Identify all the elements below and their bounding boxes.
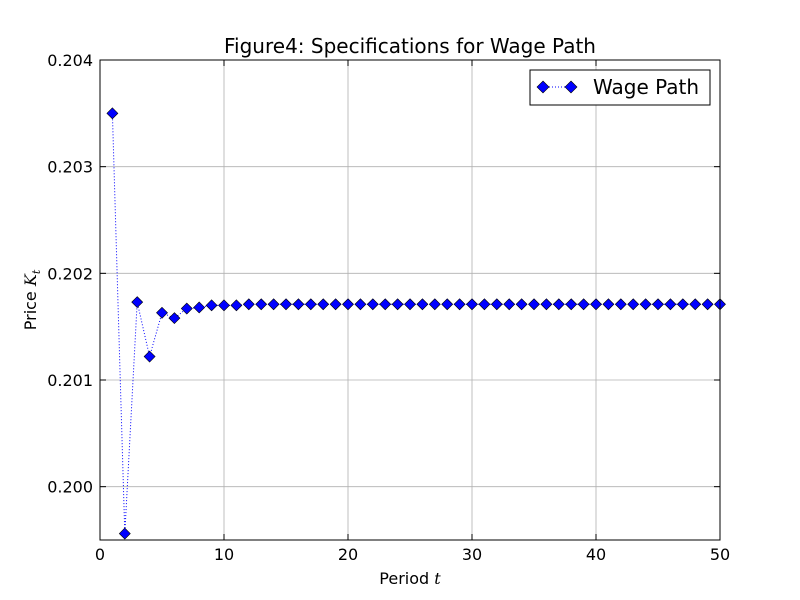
y-tick-label: 0.200 <box>47 478 93 497</box>
data-point <box>304 298 317 311</box>
data-point <box>577 298 590 311</box>
data-point <box>515 298 528 311</box>
data-point <box>193 301 206 314</box>
series-wage-path <box>106 107 726 540</box>
data-point <box>329 298 342 311</box>
x-tick-label: 30 <box>462 545 482 564</box>
legend-marker-right <box>564 80 578 94</box>
data-point <box>280 298 292 311</box>
data-point <box>118 527 131 540</box>
data-point <box>676 298 689 311</box>
data-point <box>106 107 119 120</box>
data-point <box>652 298 664 311</box>
data-point <box>242 298 255 311</box>
data-point <box>627 298 640 311</box>
x-tick-labels: 0 10 20 30 40 50 <box>95 545 730 564</box>
data-point <box>366 298 379 311</box>
data-point <box>490 298 503 311</box>
data-point <box>478 298 491 311</box>
x-axis-label: Period t <box>379 569 441 588</box>
data-point <box>428 298 441 311</box>
data-point <box>590 298 602 311</box>
data-point <box>701 298 714 311</box>
y-tick-label: 0.201 <box>47 371 93 390</box>
data-point <box>664 298 677 311</box>
data-point <box>453 298 466 311</box>
y-axis-label: Price Kt <box>21 269 43 330</box>
data-point <box>503 298 516 311</box>
data-point <box>416 298 429 311</box>
x-tick-label: 50 <box>710 545 730 564</box>
data-point <box>391 298 404 311</box>
x-tick-label: 10 <box>214 545 234 564</box>
data-point <box>218 299 230 312</box>
data-point <box>267 298 280 311</box>
data-point <box>317 298 330 311</box>
legend-label: Wage Path <box>593 75 699 99</box>
data-point <box>639 298 652 311</box>
x-tick-label: 40 <box>586 545 606 564</box>
y-tick-label: 0.202 <box>47 264 93 283</box>
data-point <box>540 298 553 311</box>
ticks <box>99 59 721 540</box>
data-point <box>205 299 218 312</box>
x-tick-label: 0 <box>95 545 105 564</box>
data-point <box>180 302 193 315</box>
data-point <box>614 298 627 311</box>
y-tick-labels: 0.200 0.201 0.202 0.203 0.204 <box>47 51 93 497</box>
y-tick-label: 0.204 <box>47 51 93 70</box>
data-point <box>354 298 367 311</box>
data-point <box>292 298 305 311</box>
legend-box <box>529 69 711 106</box>
data-point <box>689 298 702 311</box>
plot-frame <box>99 59 721 541</box>
data-point <box>565 298 578 311</box>
data-point <box>230 299 243 312</box>
data-point <box>379 298 392 311</box>
data-point <box>404 298 416 311</box>
data-point <box>143 350 156 363</box>
data-point <box>342 298 354 311</box>
y-tick-label: 0.203 <box>47 158 93 177</box>
data-point <box>552 298 565 311</box>
legend-marker-left <box>536 80 550 94</box>
x-tick-label: 20 <box>338 545 358 564</box>
data-point <box>131 296 144 309</box>
data-point <box>156 306 168 319</box>
chart-title: Figure4: Specifications for Wage Path <box>224 34 596 58</box>
data-point <box>441 298 454 311</box>
legend: Wage Path <box>529 69 711 106</box>
data-point <box>168 312 181 325</box>
data-point <box>466 298 478 311</box>
data-point <box>528 298 540 311</box>
data-point <box>255 298 268 311</box>
data-point <box>602 298 615 311</box>
